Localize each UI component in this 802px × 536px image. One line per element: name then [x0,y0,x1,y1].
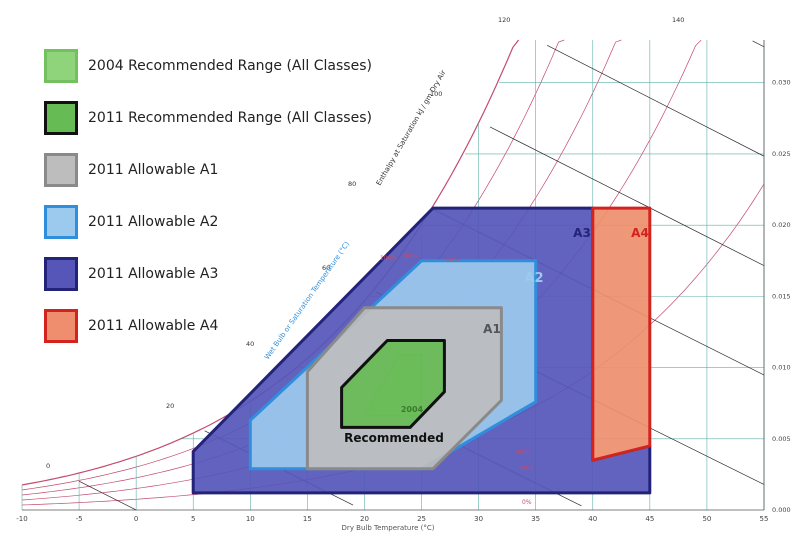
legend-label: 2011 Allowable A2 [88,214,219,230]
legend-label: 2004 Recommended Range (All Classes) [88,58,372,74]
legend-swatch [44,257,78,291]
x-tick-label: 40 [588,515,597,523]
x-tick-label: 45 [645,515,654,523]
rh-tick-label: 60% [446,257,460,264]
legend-label: 2011 Allowable A4 [88,318,219,334]
enthalpy-tick-label: 80 [348,180,356,188]
legend-label: 2011 Allowable A3 [88,266,219,282]
region-label-a2: A2 [524,271,543,286]
y-tick-label: 0.020 [772,221,791,229]
enthalpy-line [752,40,765,48]
region-label-2004: 2004 [401,405,424,414]
legend-label: 2011 Allowable A1 [88,162,219,178]
enthalpy-axis-label: Enthalpy at Saturation kJ / gm Dry Air [375,69,448,187]
x-tick-label: -10 [16,515,27,523]
x-tick-label: 35 [531,515,540,523]
legend-item: 2011 Allowable A4 [44,308,372,344]
legend-item: 2011 Recommended Range (All Classes) [44,100,372,136]
x-tick-label: 55 [760,515,769,523]
enthalpy-tick-label: 20 [166,402,174,410]
rh-tick-label: 40% [516,449,530,456]
y-tick-label: 0.005 [772,435,791,443]
legend-swatch [44,309,78,343]
enthalpy-line [489,126,765,266]
region-a4 [591,206,652,462]
x-tick-label: 15 [303,515,312,523]
y-tick-label: 0.030 [772,79,791,87]
legend-item: 2011 Allowable A2 [44,204,372,240]
rh-tick-label: 100% [380,255,397,262]
enthalpy-tick-label: 60 [322,264,330,272]
region-label-a4: A4 [631,226,649,240]
rh-tick-label: 80% [404,253,418,260]
x-axis-title: Dry Bulb Temperature (°C) [342,524,435,532]
y-tick-label: 0.000 [772,506,791,514]
enthalpy-tick-label: 40 [246,340,254,348]
rh-tick-label: 20% [520,465,534,472]
x-tick-label: 10 [246,515,255,523]
y-tick-label: 0.025 [772,150,791,158]
region-label-a3: A3 [573,226,591,240]
region-2011 [340,339,446,429]
region-label-2011: Recommended [344,431,444,445]
x-tick-label: 20 [360,515,369,523]
enthalpy-tick-label: 140 [672,16,684,24]
x-tick-label: 5 [191,515,195,523]
legend-item: 2004 Recommended Range (All Classes) [44,48,372,84]
legend-label: 2011 Recommended Range (All Classes) [88,110,372,126]
x-tick-label: 50 [702,515,711,523]
legend-swatch [44,101,78,135]
enthalpy-tick-label: 0 [46,462,50,470]
region-label-a1: A1 [483,322,501,336]
envelope-regions: A3 A4 A2 A1 2004 Recommended [191,206,652,495]
x-tick-label: 30 [474,515,483,523]
enthalpy-line [78,480,137,511]
x-tick-label: 25 [417,515,426,523]
legend-item: 2011 Allowable A3 [44,256,372,292]
legend-swatch [44,205,78,239]
x-tick-label: -5 [76,515,83,523]
enthalpy-tick-label: 120 [498,16,510,24]
y-tick-label: 0.010 [772,364,791,372]
legend-swatch [44,49,78,83]
legend: 2004 Recommended Range (All Classes) 201… [44,48,372,360]
rh-tick-label: 0% [522,499,532,506]
legend-item: 2011 Allowable A1 [44,152,372,188]
enthalpy-line [546,45,765,157]
x-tick-label: 0 [134,515,138,523]
chart-axes: -10 -5 0 5 10 15 20 25 30 35 40 45 50 550.000 0.005 0.0… [16,16,790,523]
y-tick-label: 0.015 [772,292,791,300]
legend-swatch [44,153,78,187]
enthalpy-tick-label: 100 [430,90,442,98]
